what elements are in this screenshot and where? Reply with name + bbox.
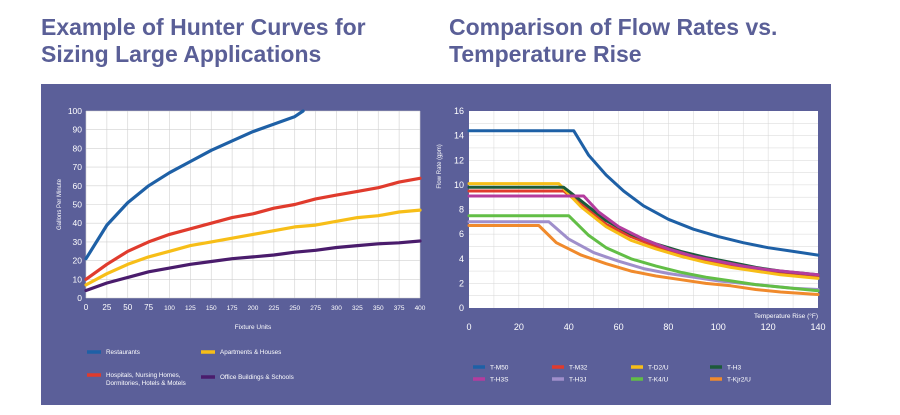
x-tick-label: 120 xyxy=(761,322,776,332)
x-tick-label: 350 xyxy=(373,305,384,312)
y-tick-label: 80 xyxy=(73,143,83,153)
legend-label: T-Kjr2/U xyxy=(727,377,751,384)
x-tick-label: 20 xyxy=(514,322,524,332)
x-tick-label: 140 xyxy=(810,322,825,332)
x-tick-label: 375 xyxy=(394,305,405,312)
x-tick-label: 0 xyxy=(84,303,89,312)
legend-label: T-D2/U xyxy=(648,365,669,372)
legend-item: T-H3J xyxy=(552,377,586,384)
legend-label: T-H3 xyxy=(727,365,741,372)
legend-item: T-Kjr2/U xyxy=(710,377,751,384)
x-tick-label: 150 xyxy=(206,305,217,312)
series-line xyxy=(467,129,820,257)
x-tick-label: 0 xyxy=(466,322,471,332)
series-line xyxy=(467,182,820,280)
y-tick-label: 60 xyxy=(73,181,83,191)
legend-item: Office Buildings & Schools xyxy=(201,374,294,381)
legend-item: T-D2/U xyxy=(631,365,669,372)
y-tick-label: 4 xyxy=(459,254,464,264)
legend-label: T-H3S xyxy=(490,377,509,384)
y-tick-label: 20 xyxy=(73,256,83,266)
series-line xyxy=(84,109,305,261)
x-tick-label: 40 xyxy=(564,322,574,332)
y-tick-label: 90 xyxy=(73,125,83,135)
legend-label: Office Buildings & Schools xyxy=(220,374,294,381)
x-tick-label: 25 xyxy=(102,303,111,312)
y-tick-label: 30 xyxy=(73,237,83,247)
x-tick-label: 100 xyxy=(164,305,175,312)
y-axis-label: Flow Rate (gpm) xyxy=(437,144,443,188)
legend-label: T-H3J xyxy=(569,377,586,384)
heading-line: Example of Hunter Curves for xyxy=(41,14,366,40)
hunter-curves-heading: Example of Hunter Curves for Sizing Larg… xyxy=(41,14,421,68)
y-tick-label: 8 xyxy=(459,205,464,215)
x-tick-label: 125 xyxy=(185,305,196,312)
legend-item: Restaurants xyxy=(87,349,140,356)
legend-item: T-K4/U xyxy=(631,377,669,384)
y-tick-label: 100 xyxy=(68,106,82,116)
x-tick-label: 300 xyxy=(331,305,342,312)
x-tick-label: 200 xyxy=(248,305,259,312)
legend-item: T-M50 xyxy=(473,365,509,372)
y-tick-label: 70 xyxy=(73,162,83,172)
flow-rate-chart: 0 20 40 60 80 100 120 140 0 2 4 6 8 10 12 14 16 Temperatu… xyxy=(437,106,826,384)
x-tick-label: 400 xyxy=(415,305,426,312)
x-tick-label: 325 xyxy=(352,305,363,312)
y-tick-label: 12 xyxy=(454,155,464,165)
legend-item: T-H3S xyxy=(473,377,509,384)
x-tick-label: 100 xyxy=(711,322,726,332)
y-tick-label: 14 xyxy=(454,131,464,141)
legend-label: T-K4/U xyxy=(648,377,669,384)
y-tick-label: 16 xyxy=(454,106,464,116)
y-axis-label: Gallons Per Minute xyxy=(57,178,63,230)
series-line xyxy=(84,176,422,281)
series-line xyxy=(84,239,422,293)
x-axis-label: Temperature Rise (°F) xyxy=(754,312,818,320)
x-tick-label: 80 xyxy=(663,322,673,332)
legend-label: Restaurants xyxy=(106,349,140,356)
legend-label: Dormitories, Hotels & Motels xyxy=(106,380,186,387)
y-tick-label: 10 xyxy=(454,180,464,190)
y-tick-label: 40 xyxy=(73,218,83,228)
x-axis-label: Fixture Units xyxy=(235,324,272,331)
heading-line: Sizing Large Applications xyxy=(41,41,322,67)
series-line xyxy=(467,214,820,293)
series-line xyxy=(84,208,422,287)
legend-label: T-M32 xyxy=(569,365,588,372)
series-line xyxy=(467,224,820,296)
x-tick-label: 175 xyxy=(227,305,238,312)
x-tick-label: 225 xyxy=(268,305,279,312)
legend-label: Hospitals, Nursing Homes, xyxy=(106,372,181,379)
y-tick-label: 2 xyxy=(459,278,464,288)
y-tick-label: 0 xyxy=(77,293,82,303)
y-tick-label: 6 xyxy=(459,229,464,239)
y-tick-label: 0 xyxy=(459,303,464,313)
flow-rates-heading: Comparison of Flow Rates vs. Temperature… xyxy=(449,14,869,68)
series-line xyxy=(467,194,820,277)
charts-panel: 0 25 50 75 100 125 150 175 200 225 250 275 300 325 350… xyxy=(41,84,831,405)
legend-item: T-H3 xyxy=(710,365,741,372)
charts-canvas: 0 25 50 75 100 125 150 175 200 225 250 275 300 325 350… xyxy=(57,106,826,387)
heading-line: Temperature Rise xyxy=(449,41,642,67)
x-tick-label: 250 xyxy=(289,305,300,312)
heading-line: Comparison of Flow Rates vs. xyxy=(449,14,778,40)
hunter-chart: 0 25 50 75 100 125 150 175 200 225 250 275 300 325 350… xyxy=(57,106,426,387)
legend-label: Apartments & Houses xyxy=(220,349,281,356)
legend-item: Apartments & Houses xyxy=(201,349,281,356)
legend-item: T-M32 xyxy=(552,365,588,372)
y-tick-label: 10 xyxy=(73,274,83,284)
x-tick-label: 75 xyxy=(144,303,153,312)
x-tick-label: 50 xyxy=(123,303,132,312)
x-tick-label: 60 xyxy=(614,322,624,332)
x-tick-label: 275 xyxy=(310,305,321,312)
legend-label: T-M50 xyxy=(490,365,509,372)
legend-item: Hospitals, Nursing Homes,Dormitories, Ho… xyxy=(87,372,186,387)
y-tick-label: 50 xyxy=(73,200,83,210)
